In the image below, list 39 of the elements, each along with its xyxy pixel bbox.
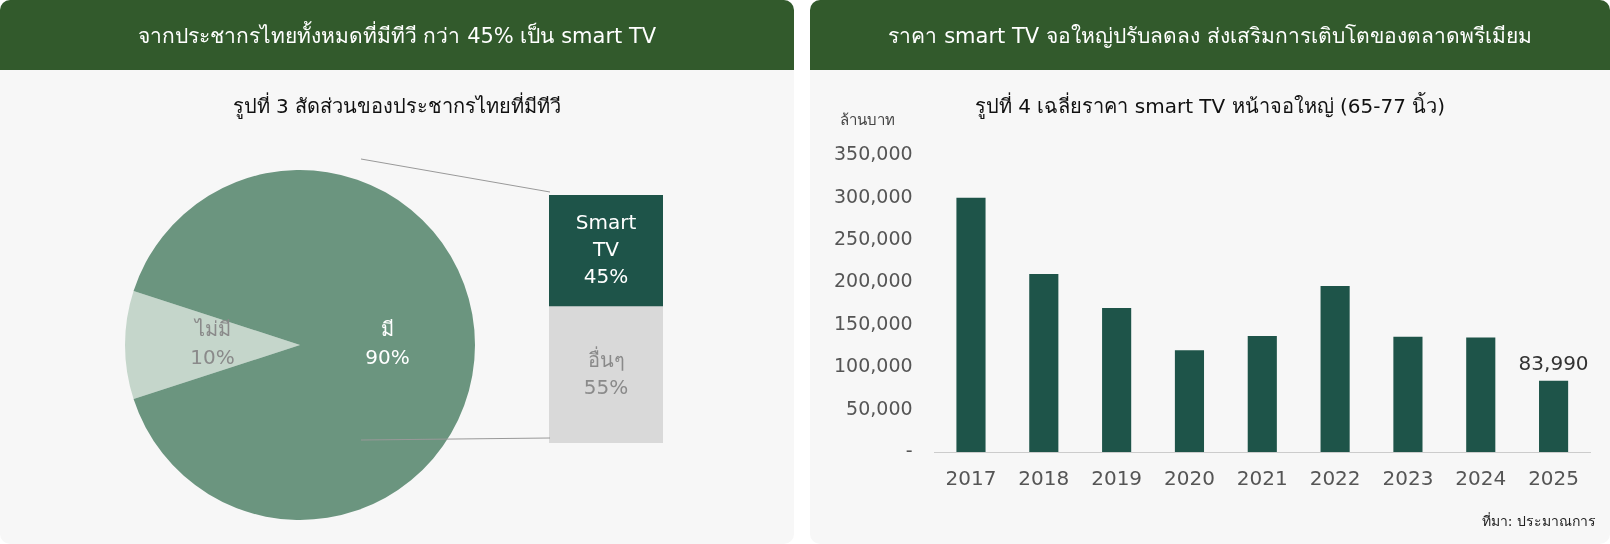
y-tick-label: - bbox=[905, 438, 913, 461]
series-label: อื่นๆ bbox=[587, 345, 625, 372]
bar bbox=[956, 197, 986, 452]
data-label: 45% bbox=[583, 264, 629, 288]
bar bbox=[1247, 335, 1277, 452]
x-tick-label: 2020 bbox=[1164, 466, 1215, 491]
data-label: 83,990 bbox=[1518, 351, 1589, 376]
y-tick-label: 50,000 bbox=[846, 396, 913, 419]
bar bbox=[1320, 285, 1350, 452]
bar bbox=[1102, 307, 1132, 452]
x-tick-label: 2024 bbox=[1455, 466, 1507, 491]
chart-subtitle: รูปที่ 4 เฉลี่ยราคา smart TV หน้าจอใหญ่ (65-77 นิ้ว) bbox=[974, 94, 1446, 118]
y-tick-label: 150,000 bbox=[833, 311, 913, 334]
x-tick-label: 2023 bbox=[1382, 466, 1434, 491]
x-tick-label: 2022 bbox=[1309, 466, 1361, 491]
x-tick-label: 2021 bbox=[1236, 466, 1288, 491]
series-label: Smart TV bbox=[575, 210, 637, 261]
data-label: 10% bbox=[190, 345, 235, 370]
x-tick-label: 2019 bbox=[1091, 466, 1143, 491]
data-label: 55% bbox=[583, 374, 629, 399]
x-tick-label: 2018 bbox=[1018, 466, 1070, 491]
slice-label: ไม่มี bbox=[192, 317, 231, 342]
y-tick-label: 350,000 bbox=[833, 142, 913, 165]
y-tick-label: 250,000 bbox=[833, 227, 913, 250]
y-axis-title: ล้านบาท bbox=[840, 110, 895, 131]
bar bbox=[1174, 350, 1205, 452]
bar bbox=[1029, 274, 1059, 452]
bar bbox=[1466, 337, 1496, 452]
y-tick-label: 200,000 bbox=[833, 269, 913, 292]
chart-title: ราคา smart TV จอใหญ่ปรับลดลง ส่งเสริมการเติบโตของตลาดพรีเมียม bbox=[810, 0, 1610, 70]
bar bbox=[1539, 380, 1569, 452]
x-tick-label: 2017 bbox=[945, 466, 997, 491]
chart-subtitle: รูปที่ 3 สัดส่วนของประชากรไทยที่มีทีวี bbox=[231, 91, 563, 121]
x-tick-label: 2025 bbox=[1528, 466, 1580, 491]
text: ที่มา: ประมาณการ bbox=[1481, 511, 1596, 531]
y-tick-label: 300,000 bbox=[833, 184, 913, 207]
chart-title: จากประชากรไทยทั้งหมดที่มีทีวี กว่า 45% เป็น smart TV bbox=[0, 0, 794, 70]
y-tick-label: 100,000 bbox=[833, 354, 913, 377]
bar bbox=[1393, 336, 1423, 452]
